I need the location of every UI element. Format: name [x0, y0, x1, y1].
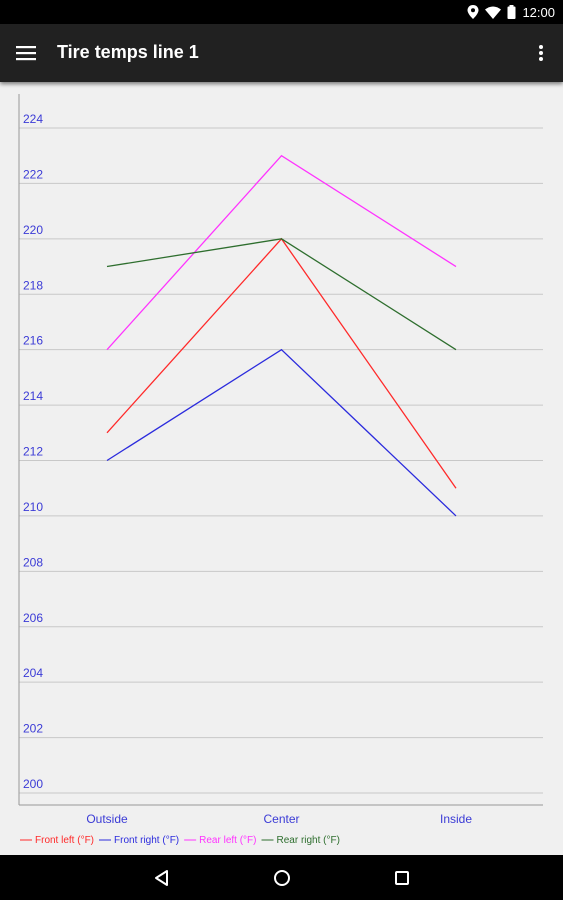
battery-icon — [507, 5, 516, 19]
more-vert-icon — [539, 45, 543, 61]
legend-entry: Rear right (°F) — [276, 835, 339, 846]
y-tick-label: 204 — [23, 666, 43, 680]
back-button[interactable] — [146, 862, 178, 894]
series-line — [106, 348, 457, 517]
series-line — [106, 238, 457, 351]
wifi-icon — [485, 6, 502, 19]
menu-button[interactable] — [10, 37, 42, 69]
x-tick-label: Inside — [440, 812, 472, 826]
y-tick-label: 212 — [23, 445, 43, 459]
legend-entry: Front left (°F) — [35, 835, 94, 846]
y-tick-label: 210 — [23, 500, 43, 514]
y-tick-label: 216 — [23, 334, 43, 348]
y-tick-label: 202 — [23, 722, 43, 736]
app-bar: Tire temps line 1 — [0, 24, 563, 82]
y-tick-label: 208 — [23, 555, 43, 569]
legend-entry: Rear left (°F) — [199, 835, 256, 846]
x-tick-label: Outside — [86, 812, 128, 826]
y-tick-label: 214 — [23, 389, 43, 403]
chart-area: 200 202 204 206 208 210 212 214 216 218 220 222 224 O… — [0, 82, 563, 855]
home-button[interactable] — [266, 862, 298, 894]
status-bar: 12:00 — [0, 0, 563, 24]
overflow-menu-button[interactable] — [529, 37, 553, 69]
location-icon — [467, 5, 479, 19]
page-title: Tire temps line 1 — [57, 42, 199, 62]
home-circle-icon — [274, 870, 290, 886]
line-chart[interactable]: 200 202 204 206 208 210 212 214 216 218 220 222 224 O… — [0, 82, 563, 855]
hamburger-menu-icon — [16, 46, 36, 61]
y-tick-label: 206 — [23, 611, 43, 625]
y-tick-label: 218 — [23, 278, 43, 292]
navigation-bar — [0, 855, 563, 900]
back-triangle-icon — [155, 870, 168, 886]
y-tick-label: 222 — [23, 167, 43, 181]
y-tick-label: 220 — [23, 223, 43, 237]
recents-square-icon — [395, 871, 409, 885]
recents-button[interactable] — [386, 862, 418, 894]
status-time: 12:00 — [522, 4, 555, 20]
legend-entry: Front right (°F) — [114, 835, 179, 846]
series-line — [106, 237, 457, 489]
x-tick-label: Center — [263, 812, 299, 826]
series-line — [106, 154, 457, 351]
y-tick-label: 200 — [23, 777, 43, 791]
y-tick-label: 224 — [23, 112, 43, 126]
status-icons: 12:00 — [467, 0, 555, 24]
